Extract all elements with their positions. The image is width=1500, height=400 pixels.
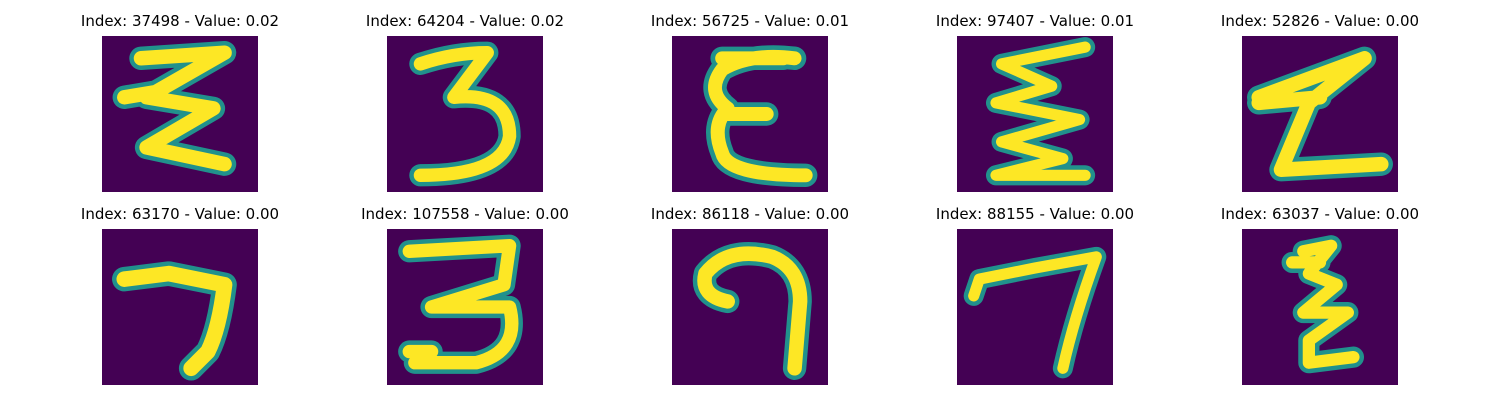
panel-title: Index: 97407 - Value: 0.01 [935,12,1135,30]
digit-image [672,36,828,192]
digit-image [387,36,543,192]
digit-image [102,229,258,385]
digit-image [957,229,1113,385]
panel-8: Index: 86118 - Value: 0.00 [630,205,870,385]
digit-image [387,229,543,385]
panel-4: Index: 97407 - Value: 0.01 [915,12,1155,192]
panel-title: Index: 86118 - Value: 0.00 [650,205,850,223]
panel-2: Index: 64204 - Value: 0.02 [345,12,585,192]
panel-title: Index: 63037 - Value: 0.00 [1220,205,1420,223]
panel-title: Index: 107558 - Value: 0.00 [361,205,569,223]
panel-7: Index: 107558 - Value: 0.00 [345,205,585,385]
panel-title: Index: 88155 - Value: 0.00 [935,205,1135,223]
panel-1: Index: 37498 - Value: 0.02 [60,12,300,192]
panel-title: Index: 37498 - Value: 0.02 [80,12,280,30]
digit-image [102,36,258,192]
digit-image [1242,229,1398,385]
panel-6: Index: 63170 - Value: 0.00 [60,205,300,385]
panel-9: Index: 88155 - Value: 0.00 [915,205,1155,385]
panel-3: Index: 56725 - Value: 0.01 [630,12,870,192]
panel-title: Index: 64204 - Value: 0.02 [365,12,565,30]
digit-image [672,229,828,385]
panel-5: Index: 52826 - Value: 0.00 [1200,12,1440,192]
digit-image [1242,36,1398,192]
panel-title: Index: 63170 - Value: 0.00 [80,205,280,223]
digit-image [957,36,1113,192]
panel-title: Index: 52826 - Value: 0.00 [1220,12,1420,30]
panel-title: Index: 56725 - Value: 0.01 [650,12,850,30]
panel-10: Index: 63037 - Value: 0.00 [1200,205,1440,385]
